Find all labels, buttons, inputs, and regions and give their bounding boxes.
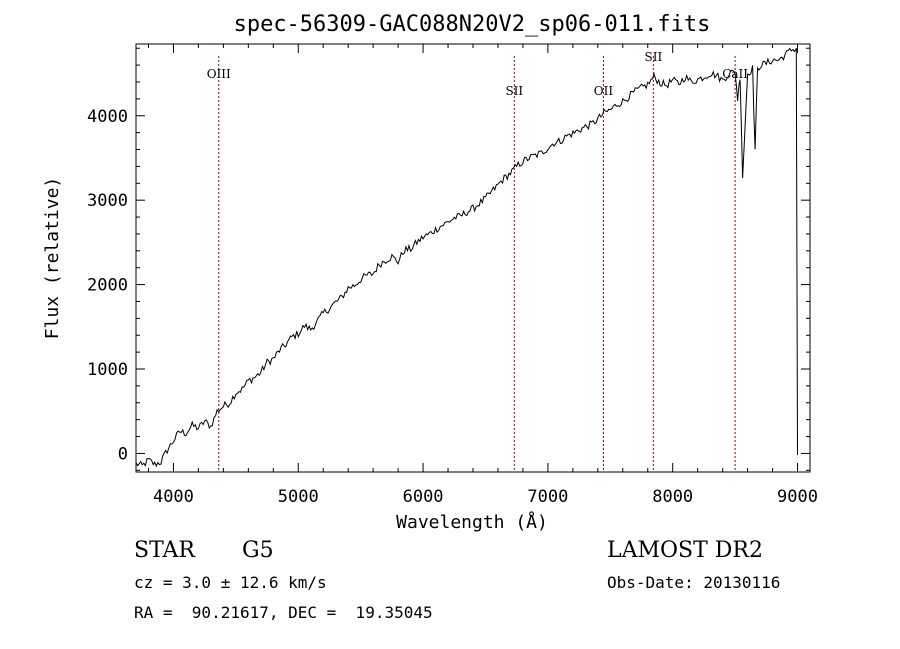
y-tick-label: 3000: [87, 191, 128, 211]
line-marker-label: SII: [505, 84, 523, 98]
object-subclass: G5: [242, 538, 274, 563]
survey-name: LAMOST DR2: [607, 538, 763, 563]
line-marker-label: OIII: [207, 67, 231, 81]
coordinates-readout: RA = 90.21617, DEC = 19.35045: [134, 603, 433, 622]
x-tick-label: 8000: [652, 487, 693, 507]
redshift-readout: cz = 3.0 ± 12.6 km/s: [134, 573, 327, 592]
line-marker-label: SII: [645, 50, 663, 64]
axis-ticks: 4000 5000 6000 7000 8000 9000 0 1000 2000 3000 400…: [87, 44, 818, 507]
y-tick-label: 1000: [87, 360, 128, 380]
x-tick-label: 5000: [278, 487, 319, 507]
y-tick-label: 4000: [87, 107, 128, 127]
x-tick-label: 9000: [777, 487, 818, 507]
object-class: STAR: [134, 538, 195, 563]
y-tick-label: 0: [118, 444, 128, 464]
x-tick-label: 6000: [403, 487, 444, 507]
x-tick-label: 7000: [527, 487, 568, 507]
spectrum-line: [135, 47, 798, 468]
x-tick-label: 4000: [153, 487, 194, 507]
y-tick-label: 2000: [87, 276, 128, 296]
y-axis-label: Flux (relative): [42, 177, 63, 340]
observation-date: Obs-Date: 20130116: [607, 573, 781, 592]
x-axis-label: Wavelength (Å): [396, 511, 548, 533]
chart-title: spec-56309-GAC088N20V2_sp06-011.fits: [234, 12, 711, 37]
plot-frame: [135, 43, 811, 473]
line-marker-label: OII: [594, 84, 614, 98]
